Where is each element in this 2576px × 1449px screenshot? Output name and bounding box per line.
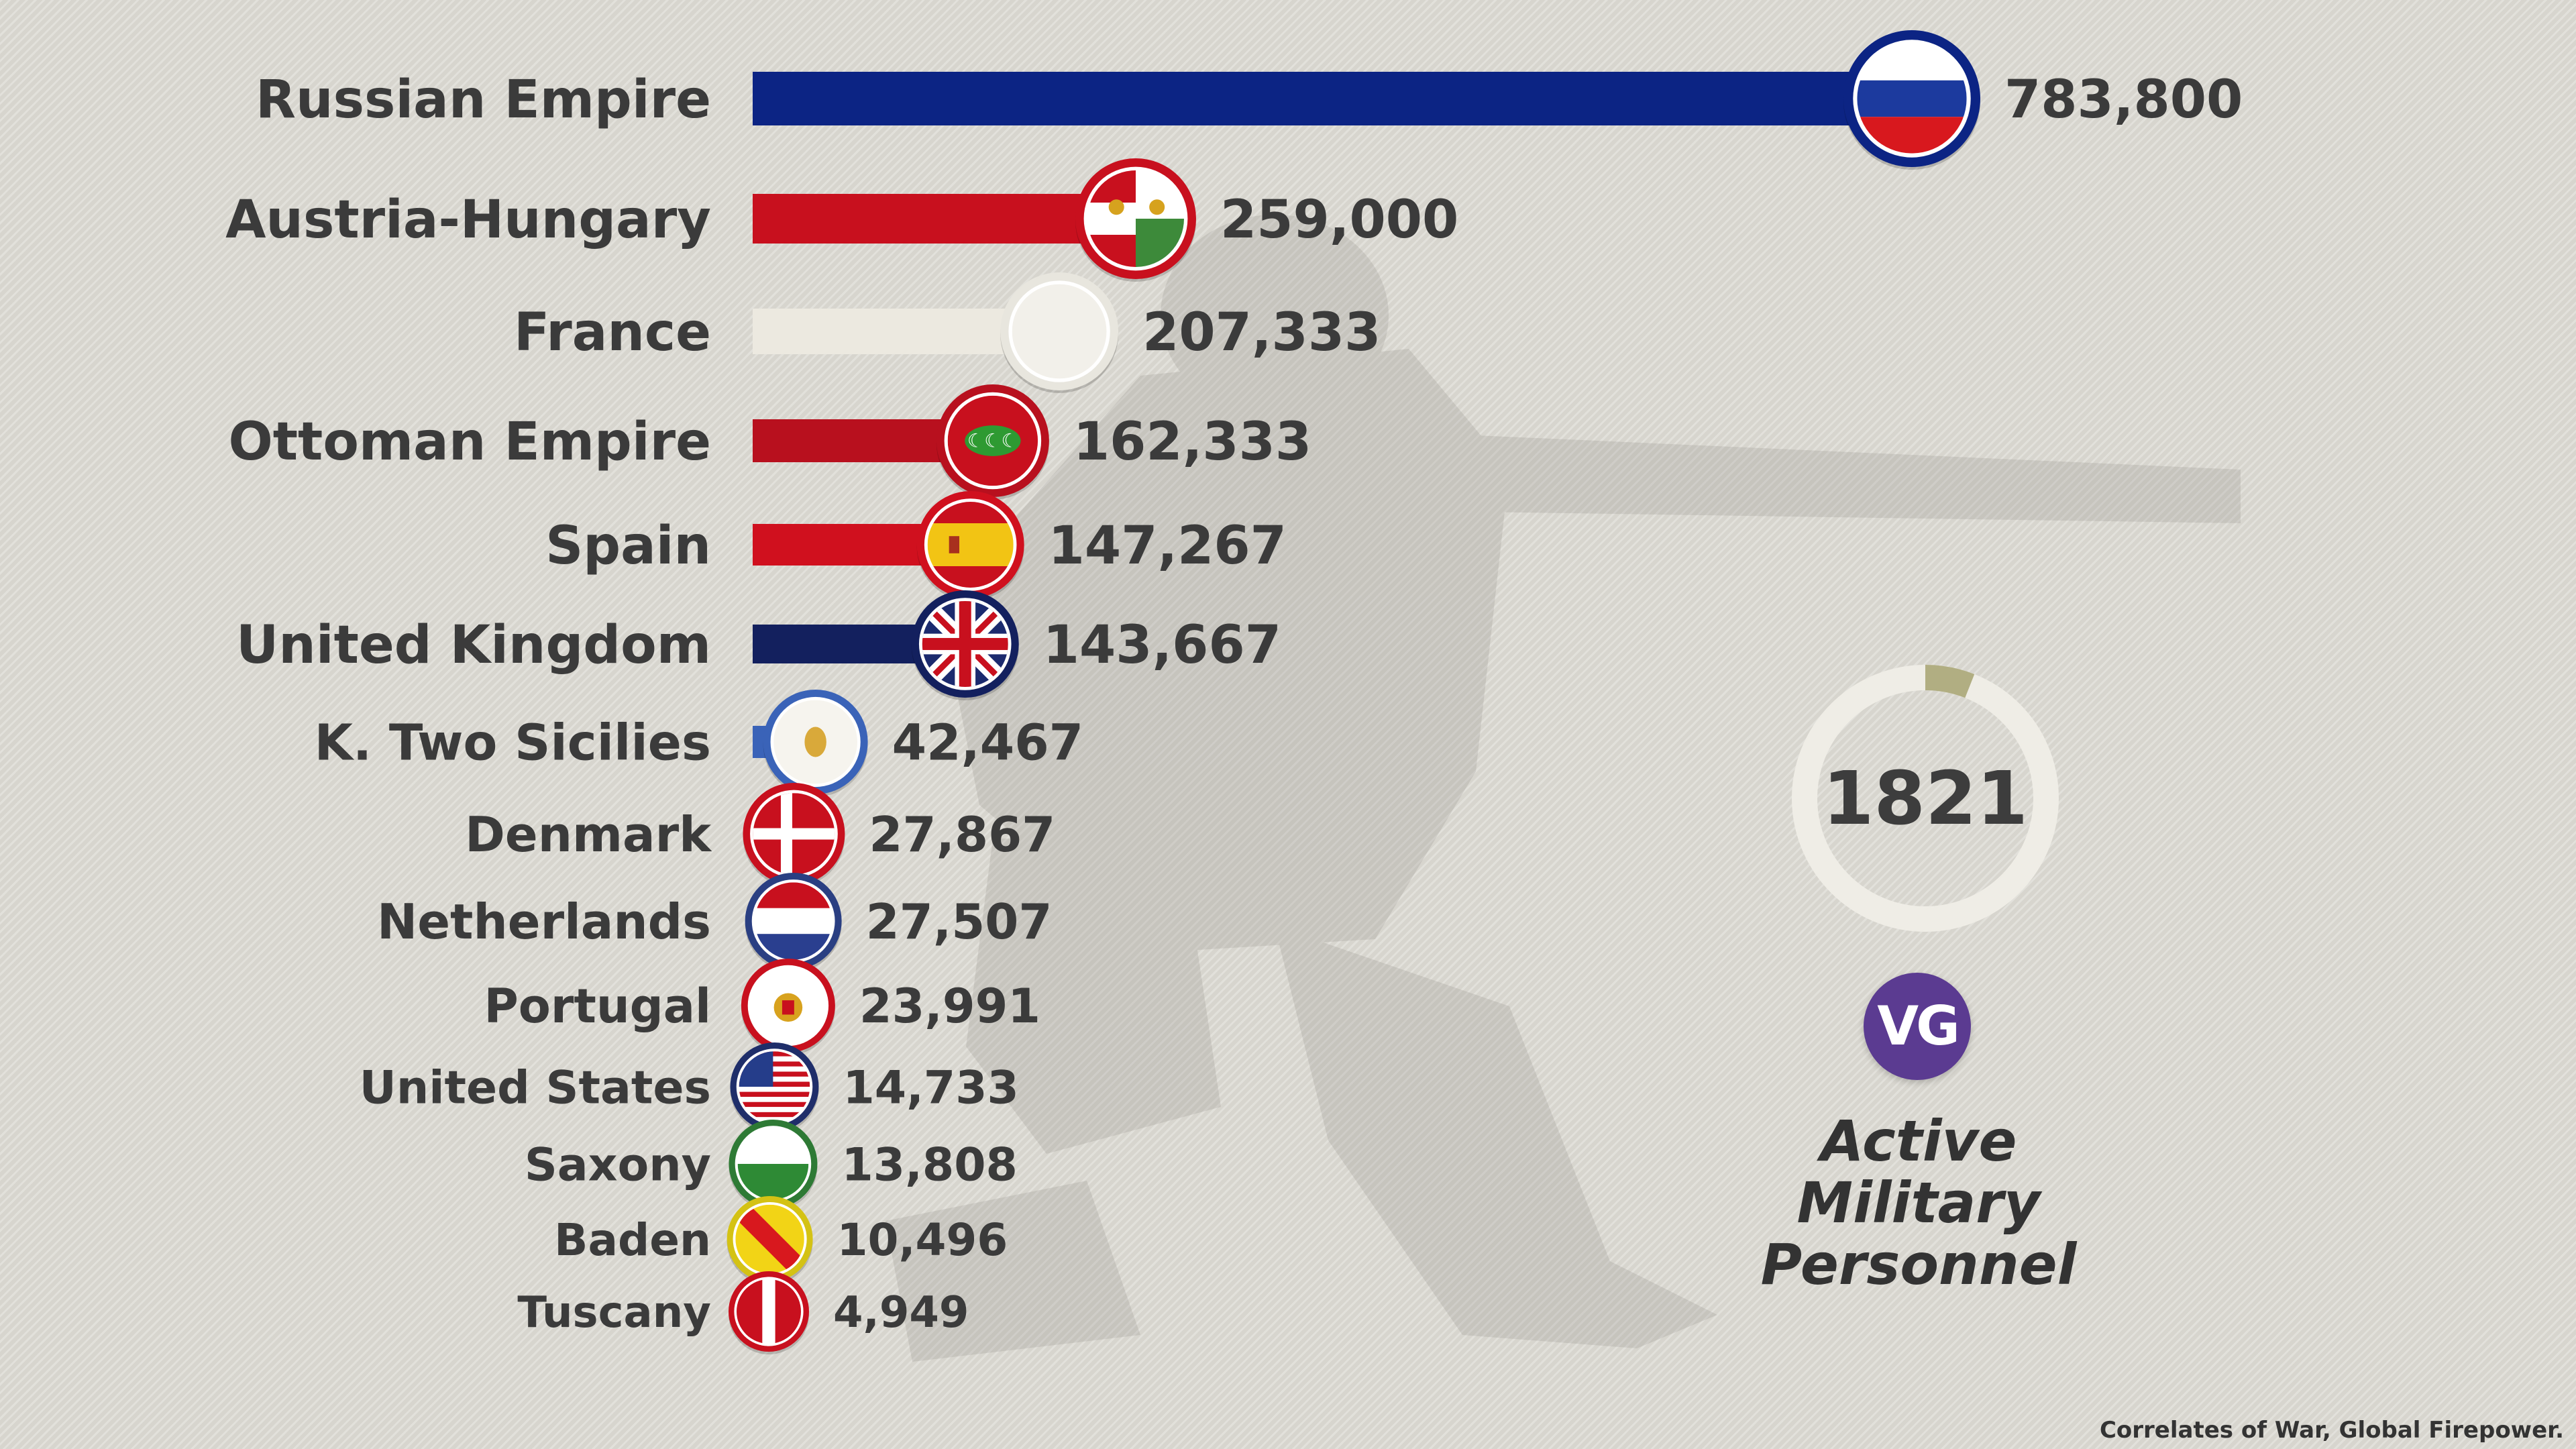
vg-logo-badge: VG [1864, 973, 1971, 1080]
metric-title: Active Military Personnel [1717, 1110, 2120, 1295]
flag-tuscany-icon [729, 1271, 809, 1354]
metric-title-line: Personnel [1760, 1232, 2077, 1297]
value-label: 783,800 [2004, 70, 2243, 130]
category-label: France [514, 303, 711, 363]
value-label: 10,496 [837, 1214, 1008, 1266]
category-label: Ottoman Empire [228, 412, 711, 472]
value-label: 162,333 [1073, 412, 1311, 472]
bar [753, 72, 1912, 125]
value-label: 259,000 [1220, 190, 1458, 250]
year-progress-arc [1925, 665, 1975, 698]
value-label: 42,467 [892, 714, 1084, 772]
category-label: Netherlands [377, 894, 711, 950]
category-label: Portugal [484, 979, 711, 1034]
svg-text:☾☾☾: ☾☾☾ [967, 429, 1018, 451]
value-label: 27,507 [866, 894, 1053, 950]
flag-russia-icon [1843, 30, 1980, 170]
category-label: United Kingdom [236, 615, 711, 676]
value-label: 23,991 [859, 979, 1040, 1034]
flag-two-sicilies-icon [763, 690, 868, 797]
value-label: 4,949 [833, 1288, 969, 1338]
source-note: Correlates of War, Global Firepower. [2099, 1417, 2564, 1444]
flag-austria-hungary-icon [1075, 158, 1197, 282]
flag-united-kingdom-icon [911, 590, 1019, 700]
category-label: Baden [554, 1214, 711, 1266]
flag-baden-icon [727, 1196, 813, 1285]
year-progress-ring [1792, 665, 2059, 932]
flag-portugal-icon [741, 959, 835, 1055]
category-label: K. Two Sicilies [315, 714, 711, 772]
flag-saxony-icon [729, 1120, 818, 1211]
value-label: 13,808 [841, 1138, 1017, 1191]
category-label: Russian Empire [256, 70, 711, 130]
value-label: 14,733 [843, 1061, 1018, 1114]
flag-spain-icon [916, 491, 1024, 601]
category-label: Saxony [525, 1138, 711, 1191]
flag-united-states-icon [730, 1042, 819, 1134]
value-label: 207,333 [1142, 303, 1381, 363]
flag-ottoman-icon: ☾☾☾ [936, 384, 1049, 500]
metric-title-line: Military [1796, 1170, 2041, 1236]
metric-title-line: Active [1820, 1108, 2017, 1174]
value-label: 27,867 [869, 806, 1055, 863]
flag-denmark-icon [743, 783, 845, 888]
flag-netherlands-icon [745, 873, 842, 972]
category-label: Denmark [465, 806, 712, 863]
category-label: United States [360, 1061, 711, 1114]
category-label: Austria-Hungary [225, 190, 711, 250]
flag-france-icon [1000, 272, 1119, 393]
category-label: Tuscany [517, 1288, 711, 1338]
year-label: 1821 [1822, 755, 2029, 841]
value-label: 143,667 [1043, 615, 1281, 676]
category-label: Spain [545, 516, 711, 576]
value-label: 147,267 [1049, 516, 1287, 576]
bar [753, 194, 1136, 244]
